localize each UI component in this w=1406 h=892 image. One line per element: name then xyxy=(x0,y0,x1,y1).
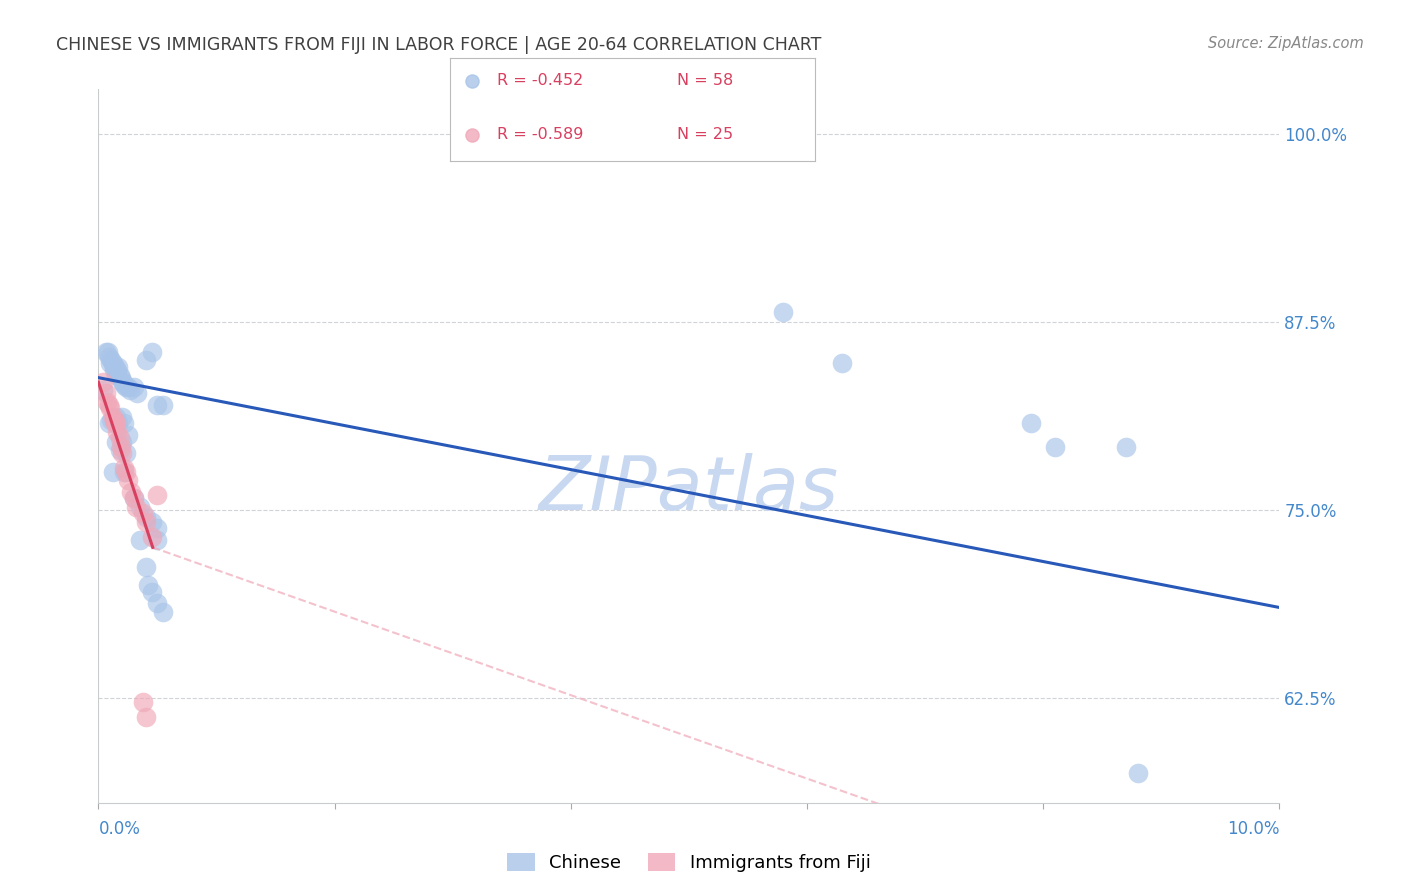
Text: CHINESE VS IMMIGRANTS FROM FIJI IN LABOR FORCE | AGE 20-64 CORRELATION CHART: CHINESE VS IMMIGRANTS FROM FIJI IN LABOR… xyxy=(56,36,821,54)
Point xyxy=(132,695,155,709)
Point xyxy=(105,435,128,450)
Point xyxy=(146,488,169,502)
Point xyxy=(98,356,121,370)
Point xyxy=(1021,416,1043,430)
Point xyxy=(135,710,157,724)
Point xyxy=(101,356,124,370)
Point xyxy=(98,398,121,412)
Point xyxy=(146,521,169,535)
Point xyxy=(132,506,155,520)
Point xyxy=(1126,765,1149,780)
Point xyxy=(135,515,157,529)
Point xyxy=(108,442,131,457)
Point xyxy=(91,375,114,389)
Point xyxy=(91,383,114,397)
Point xyxy=(111,435,134,450)
Point xyxy=(97,345,120,359)
Point xyxy=(127,385,149,400)
Text: N = 25: N = 25 xyxy=(676,128,733,143)
Point xyxy=(111,446,134,460)
Point xyxy=(121,484,143,499)
Point xyxy=(152,605,174,619)
Point xyxy=(105,416,128,430)
Point xyxy=(141,530,163,544)
Point xyxy=(103,360,125,375)
Point xyxy=(111,375,134,389)
Point xyxy=(122,491,145,505)
Point xyxy=(117,379,139,393)
Point xyxy=(128,533,150,547)
Legend: Chinese, Immigrants from Fiji: Chinese, Immigrants from Fiji xyxy=(501,846,877,880)
Point xyxy=(105,425,128,439)
Text: 10.0%: 10.0% xyxy=(1227,820,1279,838)
Point xyxy=(122,491,145,505)
Point xyxy=(98,401,121,415)
Point xyxy=(107,416,129,430)
Point xyxy=(1115,440,1137,454)
Point xyxy=(103,413,125,427)
Point xyxy=(146,596,169,610)
Point xyxy=(117,473,139,487)
Point xyxy=(101,409,124,424)
Text: 0.0%: 0.0% xyxy=(98,820,141,838)
Point xyxy=(772,304,794,318)
Point xyxy=(120,383,142,397)
Point xyxy=(107,360,129,375)
Point xyxy=(105,363,128,377)
Point xyxy=(141,345,163,359)
Point xyxy=(831,356,853,370)
Point xyxy=(114,446,136,460)
Point xyxy=(152,398,174,412)
Point xyxy=(112,416,135,430)
Point xyxy=(94,385,117,400)
Point xyxy=(103,413,125,427)
Point xyxy=(112,460,135,475)
Point xyxy=(100,413,122,427)
Point xyxy=(98,416,121,430)
Point xyxy=(122,379,145,393)
Point xyxy=(105,409,128,424)
Point xyxy=(1043,440,1066,454)
Point xyxy=(141,585,163,599)
Point xyxy=(128,500,150,514)
Point xyxy=(110,440,132,454)
Point xyxy=(104,360,127,375)
Point xyxy=(146,533,169,547)
Point xyxy=(461,128,484,142)
Point xyxy=(101,465,124,479)
Point xyxy=(461,73,484,87)
Point xyxy=(136,578,159,592)
Point xyxy=(141,515,163,529)
Text: ZIPatlas: ZIPatlas xyxy=(538,453,839,524)
Text: R = -0.452: R = -0.452 xyxy=(498,73,583,88)
Point xyxy=(112,375,135,389)
Point xyxy=(94,345,117,359)
Point xyxy=(111,409,134,424)
Point xyxy=(114,465,136,479)
Point xyxy=(103,363,125,377)
Point xyxy=(105,368,128,382)
Point xyxy=(114,379,136,393)
Text: R = -0.589: R = -0.589 xyxy=(498,128,583,143)
Point xyxy=(104,416,127,430)
Text: Source: ZipAtlas.com: Source: ZipAtlas.com xyxy=(1208,36,1364,51)
Point xyxy=(125,500,148,514)
Point xyxy=(110,370,132,384)
Point xyxy=(96,394,118,409)
Point xyxy=(146,398,169,412)
Point xyxy=(108,368,131,382)
Point xyxy=(112,378,135,392)
Text: N = 58: N = 58 xyxy=(676,73,733,88)
Point xyxy=(108,431,131,445)
Point xyxy=(135,510,157,524)
Point xyxy=(117,427,139,442)
Point xyxy=(100,352,122,367)
Point xyxy=(135,560,157,574)
Point xyxy=(112,465,135,479)
Point xyxy=(98,350,121,364)
Point xyxy=(135,352,157,367)
